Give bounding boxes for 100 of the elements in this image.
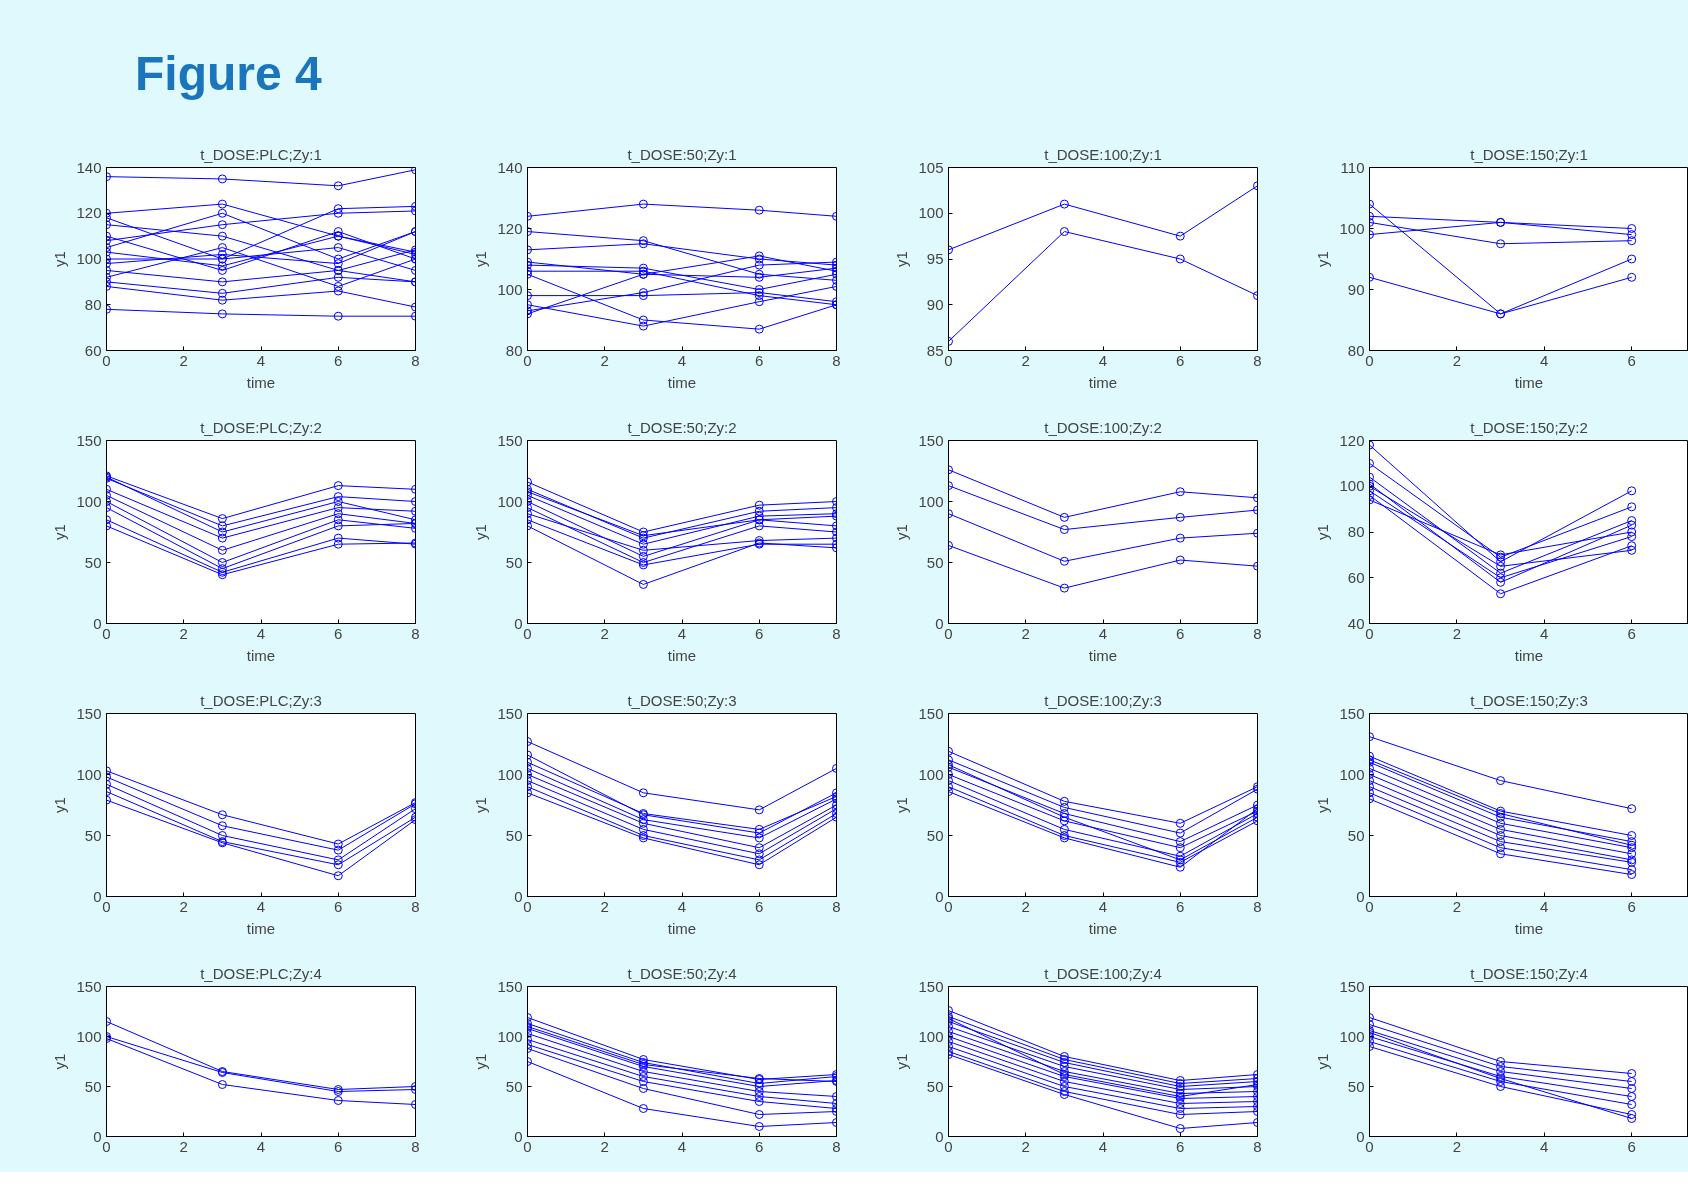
x-tick-label: 4 xyxy=(1540,624,1549,642)
x-tick-label: 4 xyxy=(1098,351,1108,369)
y-tick-label: 140 xyxy=(76,158,102,176)
x-tick-label: 2 xyxy=(1452,1137,1462,1155)
y-axis-title: y1 xyxy=(472,251,490,267)
x-tick-label: 8 xyxy=(1253,351,1262,369)
x-tick-label: 2 xyxy=(600,624,609,642)
x-tick-label: 6 xyxy=(755,897,764,915)
x-axis-title: time xyxy=(667,646,697,664)
y-axis-title: y1 xyxy=(893,524,911,540)
y-tick-label: 80 xyxy=(1347,523,1365,540)
x-tick-label: 2 xyxy=(1021,1137,1030,1155)
x-tick-label: 8 xyxy=(832,624,841,642)
y-tick-label: 85 xyxy=(926,341,944,359)
chart-title: t_DOSE:PLC;Zy:2 xyxy=(200,418,322,436)
x-tick-label: 4 xyxy=(677,351,687,369)
y-tick-label: 120 xyxy=(76,204,102,222)
x-tick-label: 4 xyxy=(1540,897,1549,915)
y-axis-title: y1 xyxy=(1314,251,1332,267)
y-tick-label: 100 xyxy=(918,1027,944,1045)
x-axis-title: time xyxy=(1088,919,1118,937)
y-tick-label: 100 xyxy=(918,765,944,783)
y-tick-label: 105 xyxy=(918,158,944,176)
y-axis-title: y1 xyxy=(893,251,911,267)
x-tick-label: 6 xyxy=(755,351,764,369)
x-tick-label: 4 xyxy=(677,1137,687,1155)
x-tick-label: 4 xyxy=(1540,351,1549,369)
y-axis-title: y1 xyxy=(893,1053,911,1070)
y-tick-label: 100 xyxy=(497,280,523,298)
x-tick-label: 6 xyxy=(1176,897,1185,915)
y-tick-label: 100 xyxy=(76,1027,102,1045)
y-tick-label: 150 xyxy=(497,431,523,449)
y-axis-title: y1 xyxy=(1314,1053,1332,1070)
y-tick-label: 150 xyxy=(76,431,102,449)
x-tick-label: 4 xyxy=(1098,1137,1108,1155)
y-tick-label: 50 xyxy=(84,1077,102,1095)
x-tick-label: 6 xyxy=(1176,351,1185,369)
x-tick-label: 2 xyxy=(179,351,188,369)
x-tick-label: 6 xyxy=(755,1137,764,1155)
chart-title: t_DOSE:150;Zy:1 xyxy=(1470,145,1588,163)
y-tick-label: 100 xyxy=(76,765,102,783)
y-axis-title: y1 xyxy=(51,524,69,540)
y-tick-label: 50 xyxy=(1347,1077,1365,1095)
x-tick-label: 6 xyxy=(1627,351,1636,369)
chart-title: t_DOSE:150;Zy:3 xyxy=(1470,691,1588,709)
y-tick-label: 150 xyxy=(918,704,944,722)
x-tick-label: 6 xyxy=(334,897,343,915)
y-tick-label: 100 xyxy=(918,204,944,222)
caption: Figure 4 xyxy=(135,46,322,102)
y-tick-label: 150 xyxy=(76,704,102,722)
x-tick-label: 8 xyxy=(411,1137,420,1155)
x-tick-label: 2 xyxy=(179,624,188,642)
chart-title: t_DOSE:50;Zy:1 xyxy=(627,145,737,163)
x-tick-label: 8 xyxy=(1253,624,1262,642)
y-tick-label: 60 xyxy=(84,341,102,359)
y-axis-title: y1 xyxy=(1314,797,1332,813)
x-tick-label: 6 xyxy=(1627,624,1636,642)
y-axis-title: y1 xyxy=(1314,524,1332,540)
chart-title: t_DOSE:50;Zy:2 xyxy=(627,418,737,436)
x-tick-label: 8 xyxy=(1253,1137,1262,1155)
y-tick-label: 100 xyxy=(497,1027,523,1045)
y-tick-label: 100 xyxy=(76,492,102,510)
x-axis-title: time xyxy=(246,646,276,664)
x-tick-label: 8 xyxy=(411,897,420,915)
x-axis-title: time xyxy=(1088,646,1118,664)
y-tick-label: 100 xyxy=(1339,219,1365,237)
y-tick-label: 110 xyxy=(1340,158,1365,176)
y-tick-label: 40 xyxy=(1347,614,1365,632)
x-tick-label: 8 xyxy=(832,351,841,369)
chart-title: t_DOSE:100;Zy:2 xyxy=(1044,418,1162,436)
chart-title: t_DOSE:PLC;Zy:1 xyxy=(200,145,322,163)
x-tick-label: 8 xyxy=(411,351,420,369)
y-tick-label: 150 xyxy=(76,977,102,995)
y-tick-label: 100 xyxy=(1339,1027,1365,1045)
x-axis-title: time xyxy=(246,373,276,391)
y-tick-label: 140 xyxy=(497,158,523,176)
y-axis-title: y1 xyxy=(893,797,911,813)
y-axis-title: y1 xyxy=(472,1053,490,1070)
x-tick-label: 6 xyxy=(334,351,343,369)
chart-title: t_DOSE:PLC;Zy:3 xyxy=(200,691,322,709)
y-tick-label: 150 xyxy=(497,977,523,995)
x-tick-label: 4 xyxy=(256,897,266,915)
x-tick-label: 8 xyxy=(832,897,841,915)
x-tick-label: 4 xyxy=(1098,897,1108,915)
x-tick-label: 6 xyxy=(334,624,343,642)
y-tick-label: 50 xyxy=(926,826,944,844)
x-tick-label: 2 xyxy=(600,897,609,915)
x-tick-label: 6 xyxy=(334,1137,343,1155)
y-tick-label: 100 xyxy=(76,250,102,267)
x-axis-title: time xyxy=(667,373,697,391)
x-axis-title: time xyxy=(1514,373,1544,391)
y-tick-label: 50 xyxy=(505,1077,523,1095)
x-tick-label: 2 xyxy=(1452,351,1462,369)
y-axis-title: y1 xyxy=(472,524,490,540)
chart-title: t_DOSE:100;Zy:4 xyxy=(1044,964,1162,982)
y-tick-label: 80 xyxy=(505,341,523,359)
y-tick-label: 50 xyxy=(84,553,102,571)
x-axis-title: time xyxy=(667,919,697,937)
chart-title: t_DOSE:100;Zy:1 xyxy=(1044,145,1162,163)
y-tick-label: 100 xyxy=(1339,765,1365,783)
